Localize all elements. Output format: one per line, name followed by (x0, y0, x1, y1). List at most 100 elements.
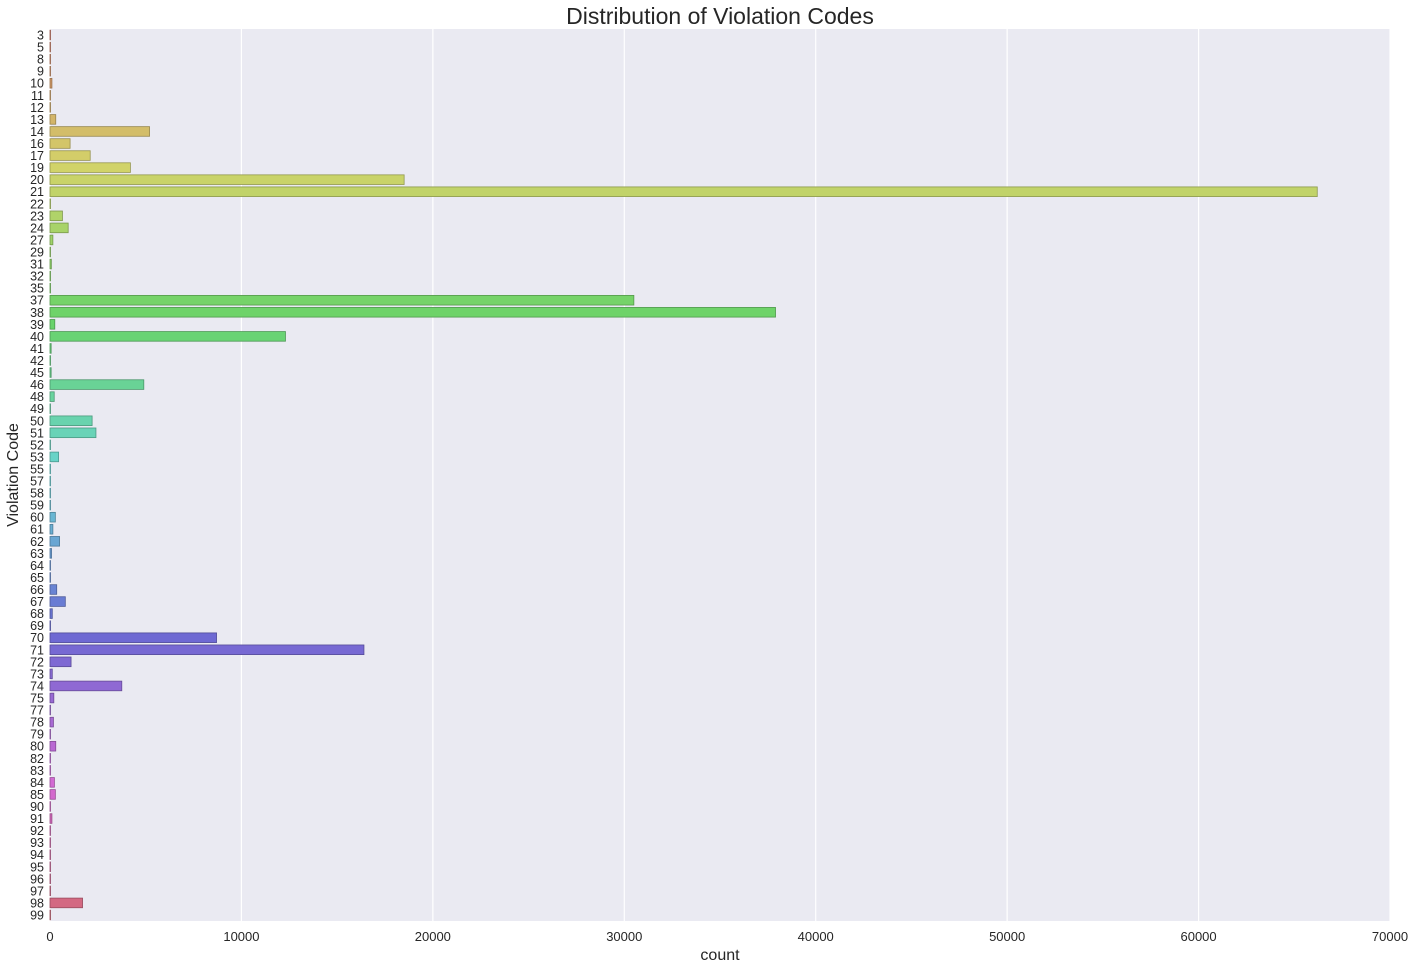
bar-65 (49, 572, 51, 583)
y-tick-label: 77 (30, 704, 44, 718)
y-tick-label: 64 (30, 559, 44, 573)
y-tick-label: 82 (30, 752, 44, 766)
y-tick-label: 58 (30, 487, 44, 501)
y-tick-label: 10 (30, 77, 44, 91)
y-tick-label: 84 (30, 776, 44, 790)
y-tick-label: 20 (30, 173, 44, 187)
bar-37 (49, 294, 635, 306)
y-tick-label: 37 (30, 294, 44, 308)
y-tick-label: 22 (30, 197, 44, 211)
x-tick-label: 50000 (989, 929, 1025, 944)
y-tick-label: 19 (30, 161, 44, 175)
bar-42 (49, 355, 51, 366)
bar-13 (49, 114, 57, 125)
bar-99 (49, 909, 51, 921)
y-tick-label: 63 (30, 547, 44, 561)
bar-90 (49, 801, 51, 812)
y-tick-label: 74 (30, 679, 44, 693)
y-tick-label: 38 (30, 306, 44, 320)
y-tick-label: 23 (30, 209, 44, 223)
bar-11 (49, 90, 51, 101)
x-tick-label: 20000 (415, 929, 451, 944)
y-tick-label: 66 (30, 583, 44, 597)
x-tick-label: 10000 (223, 929, 259, 944)
bar-78 (49, 716, 54, 728)
bar-22 (49, 198, 51, 210)
bar-27 (49, 234, 54, 246)
bar-74 (49, 680, 123, 692)
y-tick-label: 98 (30, 896, 44, 910)
bar-80 (49, 740, 57, 752)
bar-67 (49, 596, 66, 607)
y-tick-label: 97 (30, 884, 44, 898)
y-tick-label: 79 (30, 728, 44, 742)
bar-20 (49, 174, 405, 185)
bar-59 (49, 499, 51, 511)
bar-62 (49, 536, 60, 547)
bar-82 (49, 753, 51, 764)
y-tick-label: 41 (30, 342, 44, 356)
y-tick-label: 21 (30, 185, 44, 199)
bar-97 (49, 885, 51, 897)
y-tick-label: 95 (30, 860, 44, 874)
y-tick-label: 57 (30, 475, 44, 489)
bar-85 (49, 789, 56, 800)
bar-77 (49, 704, 51, 716)
bar-31 (49, 258, 52, 270)
bar-16 (49, 138, 71, 149)
y-tick-label: 3 (37, 29, 44, 43)
y-tick-label: 50 (30, 414, 44, 428)
y-tick-label: 99 (30, 908, 44, 922)
bar-93 (49, 837, 51, 848)
y-tick-label: 93 (30, 836, 44, 850)
bar-53 (49, 451, 60, 463)
bar-51 (49, 427, 97, 439)
y-tick-label: 14 (30, 125, 44, 139)
bar-46 (49, 379, 145, 390)
x-axis-label: count (700, 947, 740, 964)
bar-3 (49, 29, 51, 41)
x-tick-label: 60000 (1180, 929, 1216, 944)
y-tick-label: 94 (30, 848, 44, 862)
y-tick-label: 46 (30, 378, 44, 392)
y-tick-label: 75 (30, 692, 44, 706)
y-tick-label: 85 (30, 788, 44, 802)
y-tick-label: 96 (30, 872, 44, 886)
y-tick-label: 39 (30, 318, 44, 332)
y-tick-label: 70 (30, 631, 44, 645)
y-tick-label: 32 (30, 270, 44, 284)
y-tick-label: 52 (30, 438, 44, 452)
y-tick-label: 35 (30, 282, 44, 296)
bar-94 (49, 849, 51, 860)
bar-96 (49, 873, 51, 885)
bar-23 (49, 210, 63, 222)
x-tick-label: 40000 (798, 929, 834, 944)
bar-72 (49, 656, 72, 668)
y-tick-label: 71 (30, 643, 44, 657)
bar-66 (49, 584, 58, 595)
y-tick-label: 61 (30, 523, 44, 537)
bar-61 (49, 524, 54, 535)
bar-83 (49, 765, 51, 776)
bar-68 (49, 608, 53, 619)
y-tick-label: 80 (30, 740, 44, 754)
x-tick-labels: 0 10000 20000 30000 40000 50000 60000 70000 (46, 929, 1408, 944)
y-tick-label: 69 (30, 619, 44, 633)
bar-38 (49, 307, 776, 318)
y-tick-label: 45 (30, 366, 44, 380)
bar-49 (49, 403, 51, 414)
bar-64 (49, 560, 51, 571)
bar-40 (49, 331, 286, 342)
bar-63 (49, 548, 52, 559)
y-tick-label: 5 (37, 41, 44, 55)
y-tick-label: 11 (31, 89, 44, 103)
bar-24 (49, 222, 69, 234)
y-tick-label: 78 (30, 716, 44, 730)
y-tick-label: 53 (30, 450, 44, 464)
y-tick-label: 12 (30, 101, 44, 115)
x-tick-label: 30000 (606, 929, 642, 944)
bar-19 (49, 162, 131, 173)
y-tick-label: 31 (30, 258, 44, 272)
bar-21 (49, 186, 1318, 197)
